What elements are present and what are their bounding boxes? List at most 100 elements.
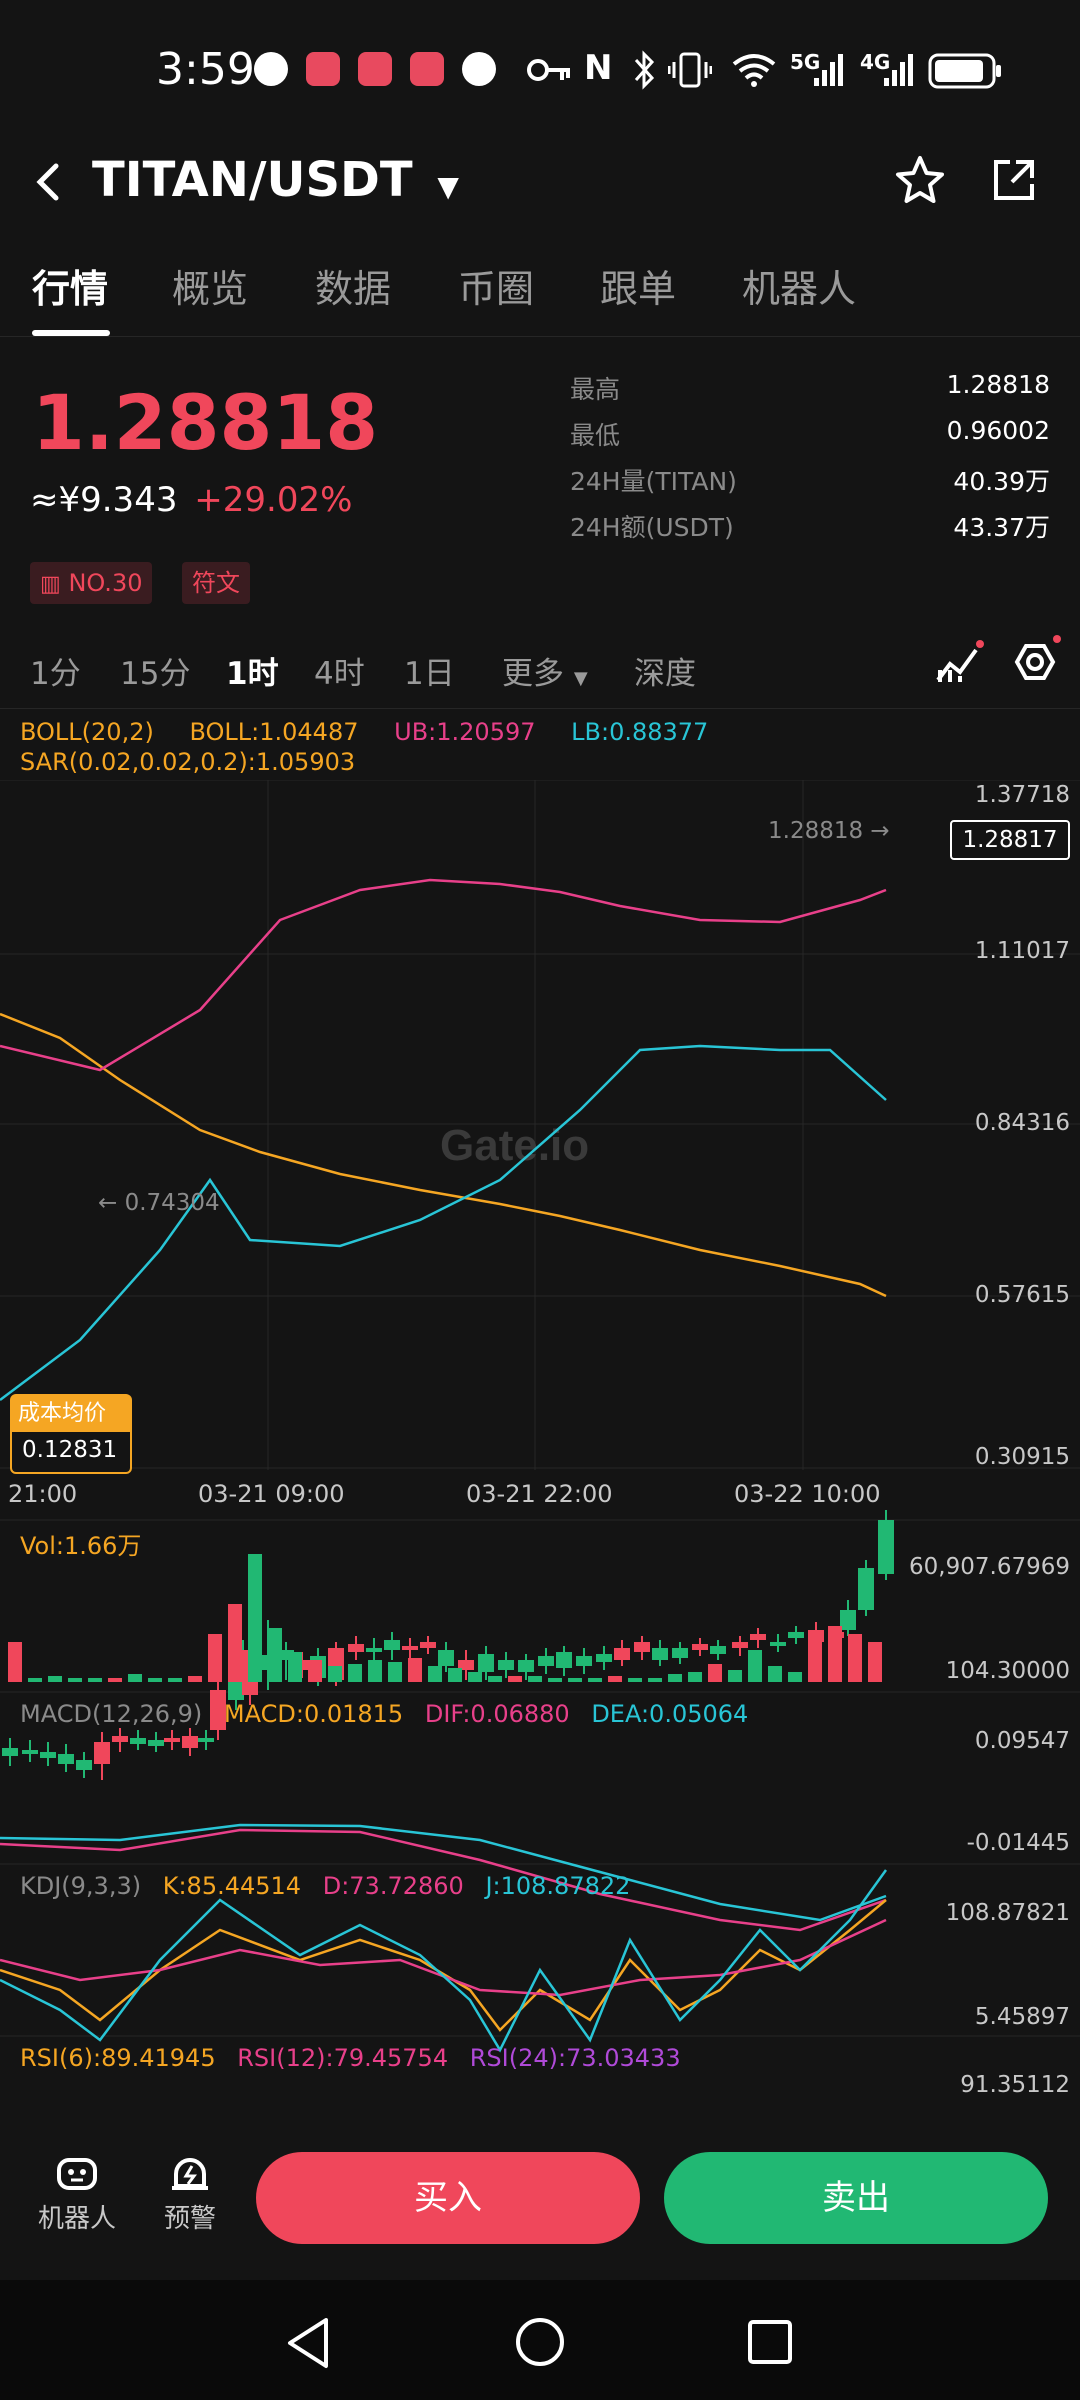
volume-bar: [748, 1650, 762, 1682]
rank-tag[interactable]: ▥ NO.30: [30, 562, 153, 604]
volume-bar: [328, 1666, 342, 1682]
candle-body: [576, 1656, 592, 1666]
volume-bar: [268, 1628, 282, 1682]
nav-recents-icon[interactable]: [746, 2318, 794, 2366]
candle-body: [366, 1648, 382, 1652]
boll-lb: LB:0.88377: [571, 718, 709, 746]
candle-body: [40, 1752, 56, 1758]
watermark: Gate.io: [440, 1121, 589, 1170]
category-tag[interactable]: 符文: [182, 562, 250, 604]
candle-body: [652, 1648, 668, 1660]
candle-body: [348, 1644, 364, 1652]
tab-market[interactable]: 行情: [32, 267, 109, 311]
interval-depth[interactable]: 深度: [634, 656, 696, 692]
volume-bar: [368, 1660, 382, 1682]
candle-body: [210, 1690, 226, 1730]
qq-notification-icon: [254, 52, 288, 86]
robot-button[interactable]: 机器人: [34, 2150, 120, 2235]
kline-chart[interactable]: Gate.io: [0, 780, 1080, 2140]
interval-4h[interactable]: 4时: [314, 656, 365, 692]
interval-more[interactable]: 更多 ▼: [502, 648, 588, 693]
candle-body: [420, 1642, 436, 1648]
candle-body: [634, 1642, 650, 1652]
cost-average-label: 成本均价: [12, 1396, 130, 1432]
candle-body: [94, 1742, 110, 1764]
volume-bar: [708, 1664, 722, 1682]
pair-title[interactable]: TITAN/USDT ▼: [92, 152, 459, 208]
boll-lower-line: [0, 1044, 887, 1401]
rsi-y-max: 91.35112: [960, 2072, 1070, 2098]
interval-1d[interactable]: 1日: [404, 656, 455, 692]
macd-name: MACD(12,26,9): [20, 1700, 203, 1728]
nav-home-icon[interactable]: [514, 2316, 566, 2368]
k-value: K:85.44514: [162, 1872, 302, 1900]
rsi-legend: RSI(6):89.41945 RSI(12):79.45754 RSI(24)…: [20, 2044, 681, 2072]
current-price-label: 1.28817: [950, 820, 1070, 860]
boll-upper-line: [0, 878, 887, 1072]
cost-average-value: 0.12831: [22, 1437, 118, 1463]
volume-bar: [728, 1670, 742, 1682]
app-notification-icon: [306, 52, 340, 86]
d-line: [0, 1918, 887, 1997]
volume-bar: [408, 1658, 422, 1682]
alarm-icon: [172, 2158, 208, 2190]
tab-copy-trade[interactable]: 跟单: [600, 267, 677, 311]
star-icon[interactable]: [894, 154, 946, 206]
buy-button[interactable]: 买入: [256, 2152, 640, 2244]
divider: [0, 708, 1080, 709]
interval-1m[interactable]: 1分: [30, 656, 81, 692]
dea-line: [0, 1823, 887, 1922]
y-tick: 1.11017: [974, 938, 1070, 964]
volume-bar: [848, 1634, 862, 1682]
interval-15m[interactable]: 15分: [120, 656, 191, 692]
macd-value: MACD:0.01815: [223, 1700, 404, 1728]
volume-bar: [528, 1676, 542, 1682]
indicator-icon[interactable]: [934, 640, 984, 686]
back-icon[interactable]: [28, 158, 68, 206]
volume-bar: [248, 1554, 262, 1682]
volume-bar: [348, 1664, 362, 1682]
candle-body: [402, 1646, 418, 1650]
signal-icon: [884, 54, 913, 86]
candle-body: [112, 1736, 128, 1742]
battery-icon: [928, 53, 1001, 89]
volume-bar: [468, 1672, 482, 1682]
candle-body: [58, 1754, 74, 1764]
share-icon[interactable]: [990, 156, 1038, 204]
stat-volume-value: 40.39万: [953, 467, 1050, 496]
stat-high-value: 1.28818: [946, 370, 1050, 399]
volume-bar: [228, 1604, 242, 1682]
nav-back-icon[interactable]: [284, 2316, 332, 2370]
interval-1h[interactable]: 1时: [226, 656, 279, 692]
tab-data[interactable]: 数据: [315, 267, 392, 311]
network-5g-label: 5G: [790, 50, 821, 74]
low-marker: ← 0.74304: [98, 1190, 220, 1216]
volume-bar: [688, 1672, 702, 1682]
system-nav-bar: [0, 2280, 1080, 2400]
volume-bar: [608, 1676, 622, 1682]
x-tick: 03-22 10:00: [734, 1480, 881, 1508]
sar-legend: SAR(0.02,0.02,0.2):1.05903: [20, 748, 356, 776]
candle-body: [692, 1644, 708, 1650]
candle-body: [750, 1634, 766, 1640]
cost-average-box[interactable]: 成本均价 0.12831: [10, 1394, 132, 1474]
qq-notification-icon: [462, 52, 496, 86]
alert-button[interactable]: 预警: [152, 2150, 228, 2235]
key-icon: [527, 59, 570, 81]
candle-body: [614, 1648, 630, 1660]
tab-overview[interactable]: 概览: [172, 267, 249, 311]
network-4g-label: 4G: [860, 50, 891, 74]
candle-body: [556, 1652, 572, 1668]
tab-robot[interactable]: 机器人: [742, 267, 857, 311]
candle-body: [732, 1642, 748, 1648]
candle-body: [878, 1520, 894, 1574]
rsi12-value: RSI(12):79.45754: [237, 2044, 449, 2072]
tab-community[interactable]: 币圈: [458, 267, 535, 311]
y-tick: 0.84316: [974, 1110, 1070, 1136]
sell-button[interactable]: 卖出: [664, 2152, 1048, 2244]
settings-icon[interactable]: [1008, 634, 1064, 686]
dea-value: DEA:0.05064: [591, 1700, 749, 1728]
candle-body: [840, 1610, 856, 1630]
kdj-y-min: 5.45897: [974, 2004, 1070, 2030]
d-value: D:73.72860: [322, 1872, 464, 1900]
